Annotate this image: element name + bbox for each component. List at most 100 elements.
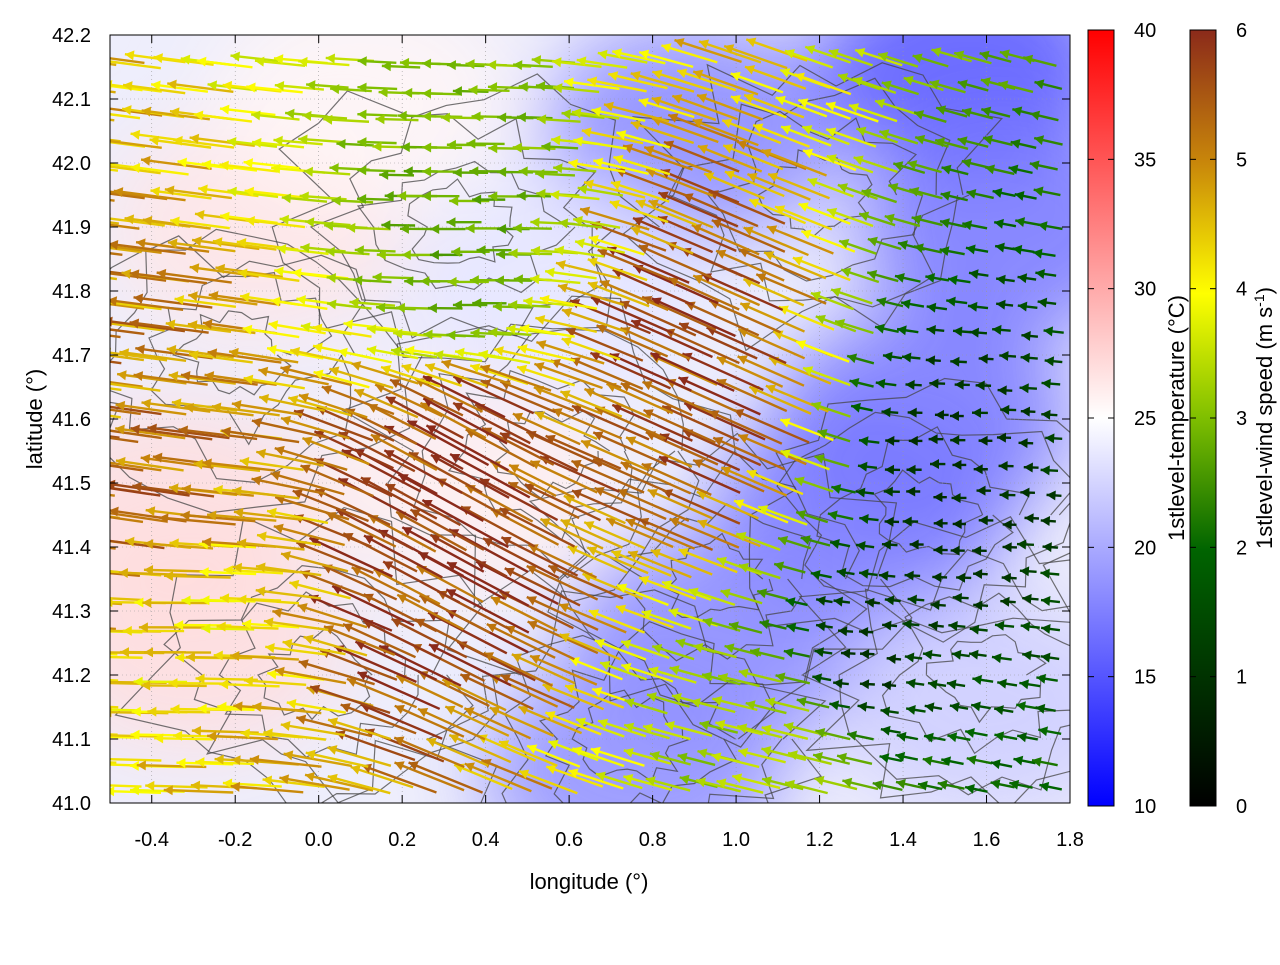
wind-vector-head-210 bbox=[59, 647, 68, 657]
temperature-colorbar-tick-label-5: 35 bbox=[1134, 149, 1156, 171]
wind-vector-head-716 bbox=[100, 318, 110, 328]
temperature-field bbox=[23, 0, 1196, 894]
wind-vector-head-672 bbox=[40, 349, 50, 359]
wind-vector-head-378 bbox=[39, 536, 49, 546]
x-tick-label-10: 1.6 bbox=[973, 829, 1001, 851]
wind-vector-head-799 bbox=[64, 262, 74, 272]
wind-vector-shaft-714 bbox=[43, 327, 121, 337]
wind-vector-head-630 bbox=[58, 378, 68, 388]
wind-vector-head-674 bbox=[101, 348, 111, 358]
y-tick-label-5: 41.5 bbox=[52, 473, 91, 495]
wind-colorbar-label-end: ) bbox=[1252, 287, 1277, 294]
wind-vector-head-127 bbox=[87, 704, 96, 714]
wind-vector-924 bbox=[41, 187, 115, 200]
temperature-colorbar-tick-label-2: 20 bbox=[1134, 537, 1156, 559]
wind-vector-shaft-1050 bbox=[47, 112, 114, 121]
wind-vector-head-338 bbox=[98, 566, 107, 576]
wind-vector-head-842 bbox=[90, 240, 100, 250]
wind-vector-shaft-0 bbox=[57, 789, 114, 791]
wind-vector-head-126 bbox=[57, 700, 66, 710]
wind-vector-head-1 bbox=[83, 780, 92, 790]
y-tick-label-7: 41.7 bbox=[52, 345, 91, 367]
wind-vector-126 bbox=[57, 700, 119, 710]
wind-vector-504 bbox=[39, 452, 118, 467]
wind-vector-head-42 bbox=[56, 756, 65, 766]
wind-vector-head-44 bbox=[101, 754, 110, 764]
wind-vector-shaft-252 bbox=[43, 625, 116, 629]
wind-vector-head-631 bbox=[70, 373, 80, 383]
wind-vector-210 bbox=[59, 647, 117, 657]
x-tick-label-9: 1.4 bbox=[889, 829, 917, 851]
y-tick-label-2: 41.2 bbox=[52, 665, 91, 687]
wind-vector-798 bbox=[51, 267, 117, 279]
wind-vector-head-1010 bbox=[93, 135, 103, 145]
wind-colorbar-label: 1stlevel-wind speed (m s-1) bbox=[1251, 287, 1277, 549]
y-tick-label-9: 41.9 bbox=[52, 217, 91, 239]
wind-vector-shaft-924 bbox=[41, 191, 115, 200]
x-tick-label-3: 0.2 bbox=[388, 829, 416, 851]
wind-colorbar-label-sup: -1 bbox=[1251, 294, 1267, 307]
wind-vector-head-296 bbox=[103, 597, 112, 607]
wind-vector-shaft-126 bbox=[57, 705, 119, 707]
wind-vector-1134 bbox=[49, 52, 116, 65]
wind-vector-shaft-211 bbox=[82, 656, 142, 657]
y-tick-label-4: 41.4 bbox=[52, 537, 91, 559]
wind-vector-head-252 bbox=[43, 621, 52, 631]
wind-vector-head-253 bbox=[89, 626, 98, 636]
wind-vector-head-337 bbox=[63, 565, 72, 575]
wind-vector-head-632 bbox=[95, 378, 105, 388]
wind-vector-head-924 bbox=[41, 187, 51, 197]
wind-vector-shaft-504 bbox=[39, 456, 118, 467]
wind-colorbar-tick-label-6: 6 bbox=[1236, 20, 1247, 42]
wind-vector-head-1134 bbox=[49, 52, 59, 62]
wind-vector-head-840 bbox=[46, 241, 56, 251]
wind-vector-head-925 bbox=[68, 185, 78, 195]
wind-colorbar-tick-label-4: 4 bbox=[1236, 279, 1247, 301]
y-tick-label-10: 42.0 bbox=[52, 153, 91, 175]
temperature-colorbar-tick-label-0: 10 bbox=[1134, 796, 1156, 818]
y-tick-label-6: 41.6 bbox=[52, 409, 91, 431]
x-tick-label-7: 1.0 bbox=[722, 829, 750, 851]
x-tick-label-6: 0.8 bbox=[639, 829, 667, 851]
y-tick-label-0: 41.0 bbox=[52, 793, 91, 815]
wind-vector-shaft-42 bbox=[56, 760, 116, 762]
wind-vector-head-1094 bbox=[103, 80, 113, 90]
x-tick-label-11: 1.8 bbox=[1056, 829, 1084, 851]
wind-vector-head-212 bbox=[98, 647, 107, 657]
wind-vector-head-926 bbox=[94, 186, 104, 196]
wind-vector-head-43 bbox=[86, 759, 95, 769]
y-tick-label-1: 41.1 bbox=[52, 729, 91, 751]
wind-vector-head-1136 bbox=[100, 56, 110, 66]
wind-vector-head-717 bbox=[103, 317, 113, 327]
temperature-colorbar-label: 1stlevel-temperature (°C) bbox=[1164, 295, 1189, 541]
wind-vector-head-506 bbox=[89, 456, 99, 466]
wind-vector-42 bbox=[56, 756, 116, 766]
wind-vector-head-1135 bbox=[74, 50, 84, 60]
y-tick-label-12: 42.2 bbox=[52, 25, 91, 47]
wind-vector-head-462 bbox=[41, 482, 51, 492]
x-tick-label-4: 0.4 bbox=[472, 829, 500, 851]
temperature-region-1 bbox=[43, 533, 343, 753]
wind-vector-head-715 bbox=[65, 320, 75, 330]
x-axis-label: longitude (°) bbox=[530, 869, 649, 894]
wind-vector-shaft-127 bbox=[87, 709, 141, 710]
wind-vector-714 bbox=[43, 323, 121, 337]
y-axis-label: latitude (°) bbox=[22, 369, 47, 470]
wind-colorbar-tick-label-2: 2 bbox=[1236, 537, 1247, 559]
wind-vector-head-1009 bbox=[85, 135, 95, 145]
wind-vector-head-714 bbox=[43, 323, 53, 333]
wind-colorbar-tick-label-3: 3 bbox=[1236, 408, 1247, 430]
x-tick-label-0: -0.4 bbox=[135, 829, 169, 851]
wind-vector-head-336 bbox=[55, 562, 64, 572]
temperature-colorbar-tick-label-6: 40 bbox=[1134, 20, 1156, 42]
wind-vector-head-1093 bbox=[85, 79, 95, 89]
wind-vector-head-884 bbox=[101, 214, 111, 224]
wind-vector-head-800 bbox=[89, 267, 99, 277]
wind-colorbar-tick-label-1: 1 bbox=[1236, 667, 1247, 689]
wind-vector-head-1008 bbox=[56, 129, 66, 139]
wind-vector-head-798 bbox=[51, 267, 61, 277]
wind-vector-head-211 bbox=[82, 652, 91, 662]
temperature-colorbar-tick-label-3: 25 bbox=[1134, 408, 1156, 430]
